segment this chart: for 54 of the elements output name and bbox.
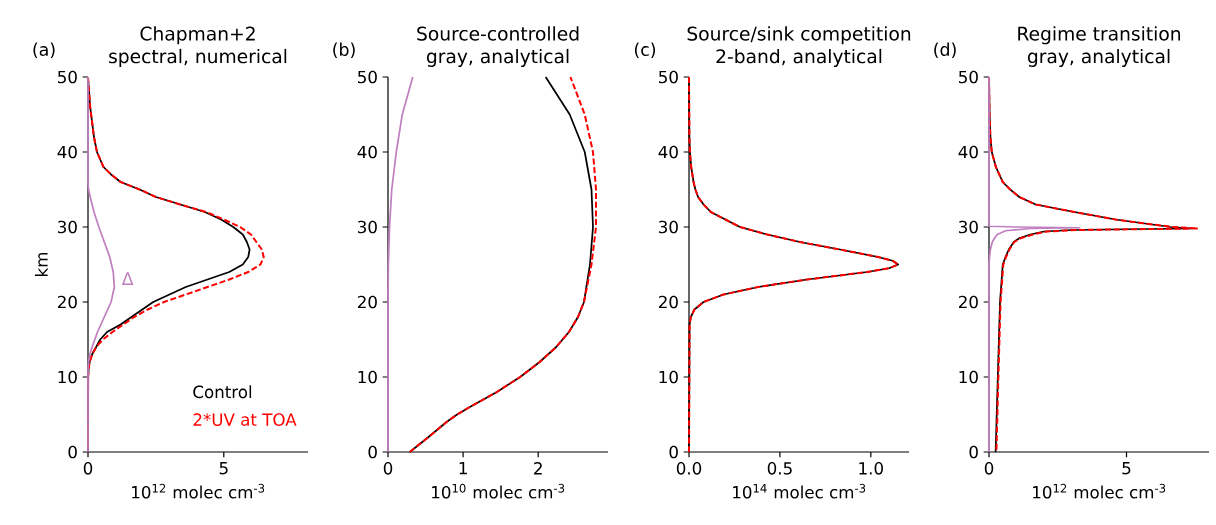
x-axis-title: 10$^{12}$ molec cm$^{-3}$ (132, 483, 265, 499)
x-tick-label: 0 (83, 462, 93, 475)
y-tick-label: 0 (969, 445, 978, 459)
y-tick-label: 0 (68, 445, 77, 459)
x-tick-label: 1 (459, 462, 467, 475)
x-tick-label: 2 (534, 462, 542, 475)
y-tick-label: 20 (57, 295, 77, 309)
y-axis-title: km (34, 252, 48, 276)
chart-subtitle: 2-band, analytical (716, 48, 882, 67)
y-tick-label: 20 (658, 295, 678, 309)
x-axis-title: 10$^{12}$ molec cm$^{-3}$ (1033, 483, 1166, 499)
annotation: Δ (121, 272, 134, 285)
y-tick-label: 30 (358, 220, 377, 234)
text: (a) (33, 42, 55, 59)
chart-subtitle: spectral, numerical (109, 48, 287, 67)
text: (c) (634, 42, 656, 59)
chart-title: Source/sink competition (687, 26, 911, 45)
x-tick-label: 5 (219, 462, 228, 475)
x-tick-label: 1.0 (859, 462, 883, 475)
chart-title: Regime transition (1018, 26, 1181, 45)
x-tick-label: 0.5 (767, 462, 792, 475)
y-tick-label: 10 (659, 370, 678, 384)
x-tick-label: 5 (1122, 462, 1131, 475)
text: Control (193, 385, 252, 399)
text: (b) (333, 42, 355, 59)
y-tick-label: 40 (57, 145, 77, 159)
x-axis-title: 10$^{10}$ molec cm$^{-3}$ (432, 483, 565, 499)
y-tick-label: 50 (58, 70, 77, 84)
y-tick-label: 40 (658, 145, 678, 159)
y-tick-label: 20 (958, 295, 978, 309)
chart-subtitle: gray, analytical (1027, 48, 1170, 67)
text: (d) (934, 42, 956, 59)
y-tick-label: 10 (358, 370, 377, 384)
y-tick-label: 50 (358, 70, 377, 84)
text: 2*UV at TOA (193, 413, 297, 426)
y-tick-label: 10 (959, 370, 978, 384)
y-tick-label: 50 (659, 70, 678, 84)
y-tick-label: 40 (958, 145, 978, 159)
y-tick-label: 20 (357, 295, 377, 309)
x-tick-label: 0 (383, 462, 393, 475)
x-axis-title: 10$^{14}$ molec cm$^{-3}$ (733, 483, 866, 499)
chart-title: Chapman+2 (140, 26, 255, 45)
y-tick-label: 30 (58, 220, 77, 234)
y-tick-label: 30 (959, 220, 978, 234)
y-tick-label: 10 (58, 370, 77, 384)
y-tick-label: 0 (368, 445, 377, 459)
y-tick-label: 40 (357, 145, 377, 159)
y-tick-label: 50 (959, 70, 978, 84)
chart-title: Source-controlled (417, 26, 579, 41)
x-tick-label: 0.0 (676, 462, 702, 475)
y-tick-label: 30 (659, 220, 678, 234)
chart-subtitle: gray, analytical (426, 48, 569, 67)
y-tick-label: 0 (669, 445, 678, 459)
x-tick-label: 0 (984, 462, 994, 475)
